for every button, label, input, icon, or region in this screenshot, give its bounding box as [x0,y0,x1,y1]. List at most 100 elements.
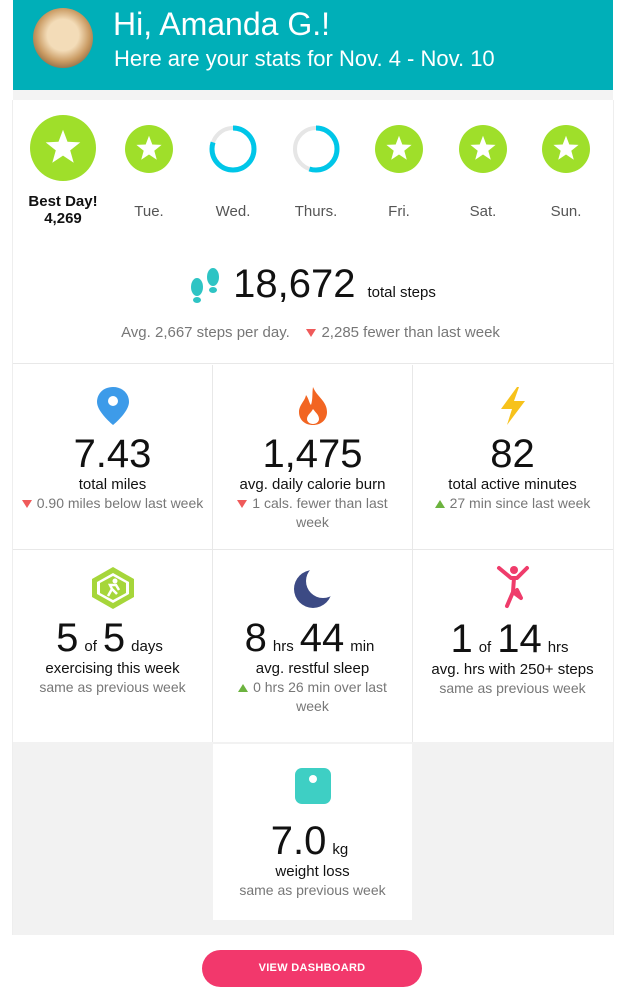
stat-label: avg. restful sleep [255,660,370,677]
stat-label: exercising this week [45,660,180,677]
day: Fri. [359,123,439,220]
steps-summary: Avg. 2,667 steps per day. 2,285 fewer th… [0,324,621,341]
stat-value: 7.43 [13,432,212,476]
stat-number: 8 [244,616,267,660]
stat-cell: 1 of 14 hrs avg. hrs with 250+ steps same a… [413,550,612,698]
stat-label: total miles [78,476,147,493]
divider [13,363,613,364]
divider [13,549,613,550]
star [553,135,579,160]
day: Sun. [526,123,606,220]
stat-label: avg. hrs with 250+ steps [431,661,594,678]
stat-change: 0.90 miles below last week [13,494,212,513]
steps-unit: total steps [367,284,436,301]
stat-number: 14 [497,617,542,661]
stat-change: same as previous week [413,679,612,698]
star [136,135,162,160]
day-value: 4,269 [44,210,82,227]
day-icon [542,125,590,173]
stat-unit: days [131,638,163,655]
steps-change: 2,285 fewer than last week [321,324,500,341]
stat-number: 1,475 [262,432,363,476]
stat-change-text: same as previous week [439,680,586,696]
stat-change: 0 hrs 26 min over last week [213,678,412,716]
steps-line: 18,672 total steps [0,262,621,307]
stat-change: same as previous week [13,678,212,697]
stat-unit: hrs [547,639,569,656]
stat-change-text: 0 hrs 26 min over last week [253,679,387,714]
day: Tue. [109,123,189,220]
stat-unit: of [84,638,97,655]
ring-progress [292,125,340,173]
steps-total: 18,672 [233,262,356,306]
stat-unit: hrs [272,638,294,655]
stat-change-text: 0.90 miles below last week [36,495,204,511]
trend-arrow [21,500,32,508]
stat-unit: kg [332,841,349,858]
stat-number: 5 [102,616,126,660]
stat-number: 7.43 [73,432,152,476]
stat-change-text: same as previous week [39,679,186,695]
stat-label: weight loss [275,863,350,880]
star [386,135,412,160]
star [470,135,496,160]
subtitle: Here are your stats for Nov. 4 - Nov. 10 [114,46,495,71]
stat-value: 82 [413,432,612,476]
day-icon [375,125,423,173]
moon-icon [293,564,340,608]
greeting: Hi, Amanda G.! [113,6,330,42]
day: Thurs. [276,123,356,220]
day-label: Sat. [469,203,497,220]
stat-number: 1 [450,617,473,661]
star [45,129,81,163]
footsteps-icon [191,267,220,303]
stat-number: 44 [299,616,345,660]
location-icon [96,387,129,425]
day-icon [292,125,340,173]
stat-cell: 8 hrs 44 min avg. restful sleep 0 hrs 26 mi… [213,550,412,716]
day-label: Tue. [134,203,164,220]
day-icon [209,125,257,173]
stat-change: same as previous week [213,881,412,900]
view-dashboard-button[interactable]: VIEW DASHBOARD [202,950,422,987]
flame-icon [298,387,327,425]
header: Hi, Amanda G.! Here are your stats for N… [13,0,613,90]
stat-change: 1 cals. fewer than last week [213,494,412,532]
stat-value: 7.0 kg [213,819,412,863]
day: Wed. [193,123,273,220]
stat-value: 1 of 14 hrs [413,617,612,661]
divider [412,365,413,742]
stat-label: avg. daily calorie burn [239,476,386,493]
stat-value: 8 hrs 44 min [213,616,412,660]
day-label: Thurs. [294,203,338,220]
exercise-badge-icon [91,567,134,609]
down-arrow [306,329,317,337]
stat-label: total active minutes [448,476,577,493]
stat-cell: 7.43 total miles 0.90 miles below last w… [13,365,212,513]
avatar [33,8,93,68]
stat-cell: 5 of 5 days exercising this week same as pr… [13,550,212,697]
stat-change: 27 min since last week [413,494,612,513]
stat-value: 1,475 [213,432,412,476]
bolt-icon [500,387,525,425]
day-icon [459,125,507,173]
day-icon [30,115,96,181]
stat-number: 5 [56,616,79,660]
ring-progress [209,125,257,173]
trend-arrow [238,684,249,692]
stat-cell: 7.0 kg weight loss same as previous week [213,744,412,900]
stat-unit: of [478,639,492,656]
stat-unit: min [350,638,375,655]
steps-average: Avg. 2,667 steps per day. [121,324,290,341]
trend-arrow [434,500,445,508]
day-label: Wed. [215,203,251,220]
day-label: Best Day! [28,193,98,210]
stat-change-text: 27 min since last week [449,495,591,511]
day: Sat. [443,123,523,220]
stat-cell: 82 total active minutes 27 min since las… [413,365,612,513]
frame [12,100,614,935]
stat-value: 5 of 5 days [13,616,212,660]
figure-icon [496,566,529,608]
stat-change-text: 1 cals. fewer than last week [252,495,388,530]
